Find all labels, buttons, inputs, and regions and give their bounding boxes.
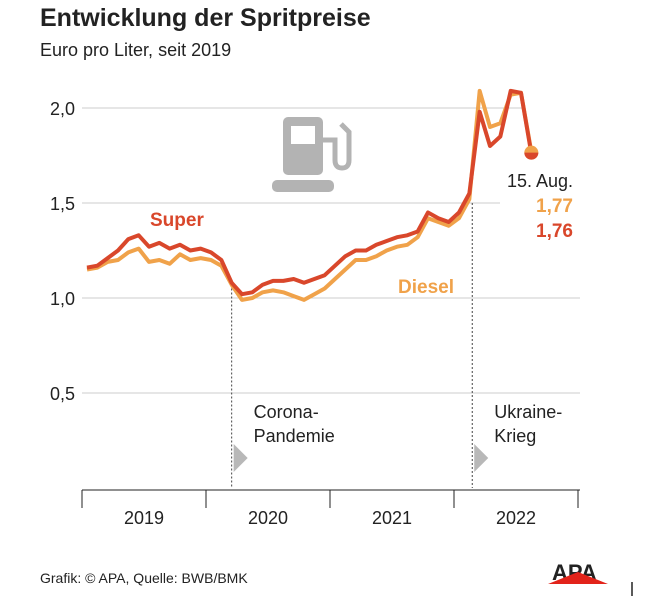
x-tick-label: 2019 xyxy=(124,508,164,528)
annotation-label: Pandemie xyxy=(254,426,335,446)
y-tick-label: 2,0 xyxy=(50,99,75,119)
series-label-diesel: Diesel xyxy=(398,277,454,298)
chart-title: Entwicklung der Spritpreise xyxy=(40,4,371,32)
annotation-label: Krieg xyxy=(494,426,536,446)
annotation-marker xyxy=(474,444,489,472)
x-tick-label: 2021 xyxy=(372,508,412,528)
end-point-super xyxy=(524,152,539,160)
annotation-label: Corona- xyxy=(254,402,319,422)
end-value-super: 1,76 xyxy=(536,221,573,242)
y-tick-label: 1,5 xyxy=(50,194,75,214)
chart-subtitle: Euro pro Liter, seit 2019 xyxy=(40,40,232,60)
source-note: Grafik: © APA, Quelle: BWB/BMK xyxy=(40,570,248,586)
apa-logo-mark xyxy=(548,572,608,584)
end-value-diesel: 1,77 xyxy=(536,196,573,217)
series-line-super xyxy=(86,88,534,297)
x-tick-label: 2020 xyxy=(248,508,288,528)
annotation-marker xyxy=(233,444,248,472)
series-label-super: Super xyxy=(150,210,204,231)
annotation-label: Ukraine- xyxy=(494,402,562,422)
end-date-label: 15. Aug. xyxy=(507,171,573,191)
y-tick-label: 1,0 xyxy=(50,289,75,309)
x-tick-label: 2022 xyxy=(496,508,536,528)
fuel-pump-icon xyxy=(272,117,352,192)
series-line-diesel xyxy=(86,88,534,302)
y-tick-label: 0,5 xyxy=(50,384,75,404)
